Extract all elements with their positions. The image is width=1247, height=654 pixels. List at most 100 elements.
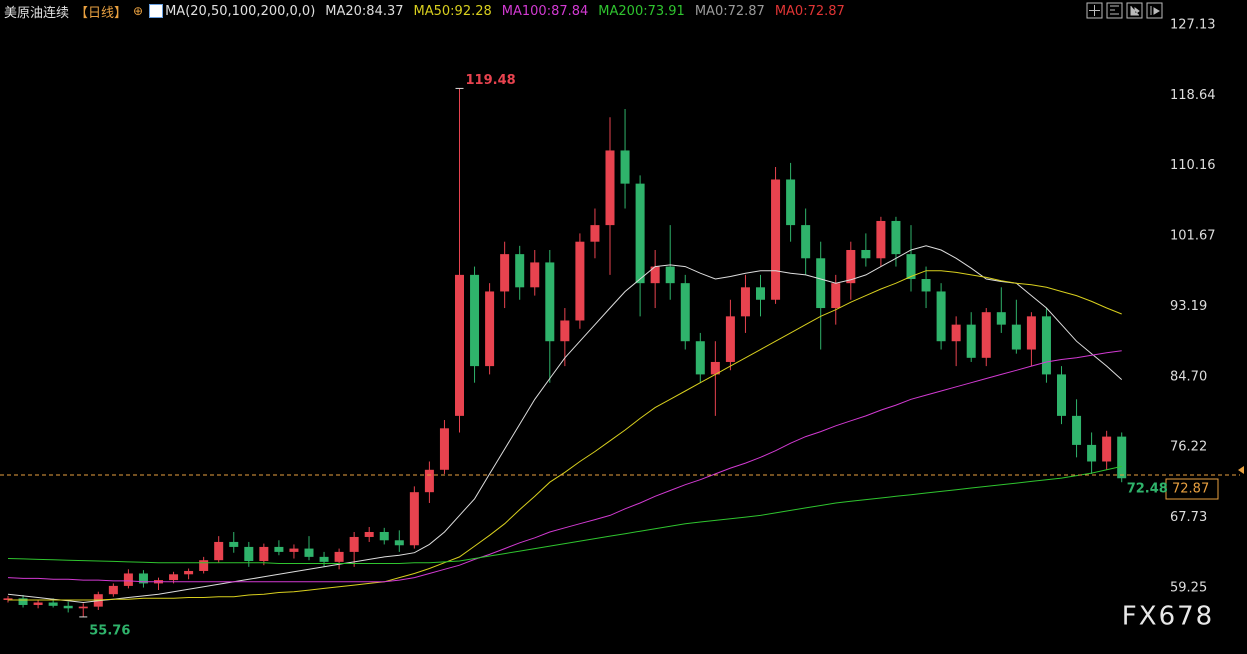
candle-body: [364, 531, 374, 537]
toolbar-button[interactable]: [1126, 2, 1143, 19]
legend-entry: MA50:92.28: [413, 3, 492, 19]
add-icon[interactable]: ⊕: [133, 4, 144, 18]
candle-body: [650, 266, 660, 284]
candle-body: [590, 225, 600, 242]
legend-entry: MA100:87.84: [501, 3, 589, 19]
candle-body: [199, 560, 209, 571]
high-label: 119.48: [466, 73, 516, 88]
candle-body: [545, 262, 555, 342]
last-close-label: 72.48: [1127, 482, 1168, 497]
indicator-icon[interactable]: [149, 4, 164, 18]
candle-body: [349, 536, 359, 552]
toolbar-button[interactable]: [1086, 2, 1103, 19]
candle-body: [740, 287, 750, 317]
candle-body: [515, 254, 525, 288]
candle-body: [635, 183, 645, 284]
candle-body: [876, 220, 886, 259]
y-tick-label: 84.70: [1170, 369, 1207, 384]
candle-body: [48, 602, 58, 606]
candles: [3, 88, 1127, 617]
candle-body: [816, 258, 826, 309]
candle-body: [470, 274, 480, 367]
candle-body: [605, 150, 615, 226]
ma-line: [7, 465, 1122, 564]
y-tick-label: 127.13: [1170, 17, 1216, 32]
candle-body: [951, 324, 961, 342]
candle-body: [801, 225, 811, 259]
candle-body: [169, 574, 179, 581]
candle-body: [695, 341, 705, 375]
candle-body: [710, 361, 720, 375]
y-tick-label: 59.25: [1170, 580, 1207, 595]
candle-body: [786, 179, 796, 226]
candle-body: [560, 320, 570, 342]
candle-body: [3, 598, 13, 601]
toolbar-icon: [1089, 5, 1100, 16]
candle-body: [620, 150, 630, 184]
candle-body: [1041, 316, 1051, 375]
y-tick-label: 101.67: [1170, 229, 1216, 244]
ma-line: [7, 245, 1123, 604]
candle-body: [500, 254, 510, 292]
candle-body: [725, 316, 735, 362]
ma-line: [7, 350, 1122, 583]
indicator: MA(20,50,100,200,0,0): [165, 3, 316, 19]
low-label: 55.76: [89, 623, 130, 638]
candle-body: [304, 548, 314, 557]
candle-body: [756, 287, 765, 300]
legend-entry: MA200:73.91: [598, 3, 685, 19]
candle-body: [996, 312, 1006, 325]
candle-body: [1117, 436, 1127, 479]
legend-entry: MA20:84.37: [325, 3, 404, 19]
candle-body: [485, 291, 495, 367]
candle-body: [379, 531, 389, 541]
period: 【日线】: [75, 5, 128, 21]
candle-body: [138, 573, 148, 584]
ma-line: [8, 270, 1122, 601]
candle-body: [424, 469, 434, 493]
chart-title: 美原油连续: [4, 5, 70, 21]
candle-body: [78, 606, 88, 609]
candle-body: [18, 598, 28, 605]
last-price-box: [1165, 478, 1219, 500]
toolbar-icon: [1150, 6, 1160, 15]
legend-entry: MA0:72.87: [774, 3, 845, 19]
candle-body: [214, 541, 224, 561]
candle-body: [334, 551, 344, 562]
candle-body: [1011, 324, 1021, 350]
candle-body: [575, 241, 585, 321]
y-tick-label: 67.73: [1170, 510, 1207, 525]
candle-body: [289, 548, 299, 552]
y-tick-label: 118.64: [1170, 88, 1216, 103]
candle-body: [936, 291, 946, 342]
price-pointer: [1238, 466, 1244, 474]
toolbar-icon: [1110, 5, 1119, 15]
candle-body: [394, 540, 404, 546]
candle-body: [409, 492, 419, 546]
candle-body: [244, 546, 254, 562]
y-tick-label: 110.16: [1170, 158, 1216, 173]
toolbar[interactable]: [1086, 2, 1163, 19]
candle-body: [680, 283, 690, 342]
toolbar-button[interactable]: [1106, 2, 1123, 19]
candle-body: [861, 249, 871, 259]
candle-body: [123, 573, 133, 586]
candle-body: [1072, 415, 1082, 445]
legend-entry: MA0:72.87: [694, 3, 765, 19]
candle-body: [921, 279, 931, 292]
candle-body: [1102, 436, 1112, 462]
candle-body: [665, 266, 675, 284]
toolbar-button[interactable]: [1146, 2, 1163, 19]
candle-body: [891, 220, 901, 255]
candle-body: [108, 585, 118, 595]
candle-body: [33, 602, 43, 605]
candle-body: [530, 262, 540, 288]
candle-body: [966, 324, 976, 358]
candle-body: [229, 541, 239, 547]
candle-body: [319, 556, 329, 562]
candle-body: [63, 605, 73, 609]
candle-body: [981, 312, 991, 358]
